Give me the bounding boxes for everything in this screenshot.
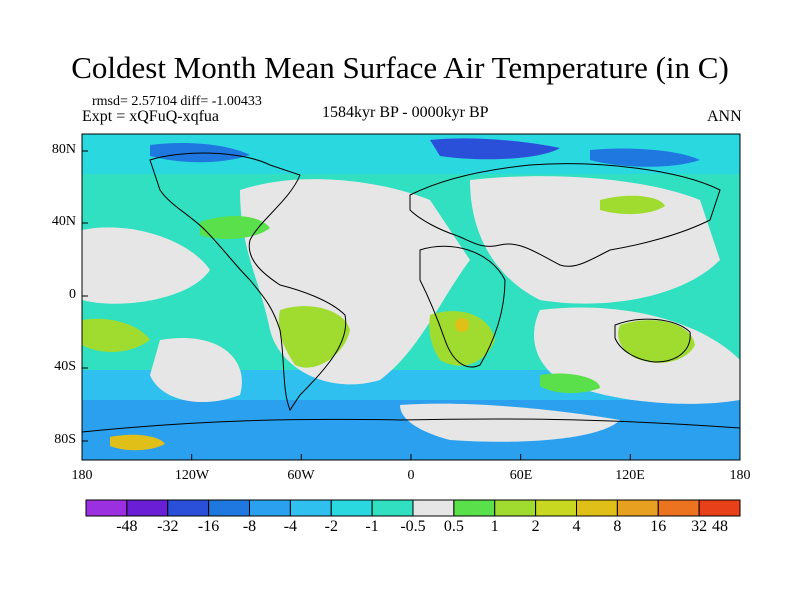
colorbar-swatch: [535, 499, 578, 517]
colorbar: [85, 499, 741, 517]
stats-label: rmsd= 2.57104 diff= -1.00433: [92, 94, 262, 109]
colorbar-label: 48: [712, 518, 728, 535]
field-south-america-warm: [278, 306, 350, 368]
colorbar-label: -0.5: [400, 518, 426, 535]
temperature-field: [82, 134, 740, 460]
colorbar-swatch: [412, 499, 455, 517]
field-arctic-cold: [430, 138, 560, 160]
lon-label-180w: 180: [71, 468, 93, 483]
field-africa-warm: [429, 311, 495, 366]
colorbar-swatch: [371, 499, 414, 517]
colorbar-swatch: [616, 499, 659, 517]
season-label: ANN: [707, 108, 742, 125]
field-australia-warm: [618, 320, 695, 363]
colorbar-swatch: [85, 499, 128, 517]
colorbar-swatch: [126, 499, 169, 517]
colorbar-label: 16: [650, 518, 667, 535]
colorbar-label: -2: [324, 518, 338, 535]
lon-label-120w: 120W: [174, 468, 210, 483]
field-africa-hot: [455, 318, 469, 332]
colorbar-swatch: [208, 499, 251, 517]
lon-label-120e: 120E: [615, 468, 645, 483]
field-asia-warm: [600, 195, 665, 215]
colorbar-swatch: [453, 499, 496, 517]
colorbar-label: -4: [283, 518, 298, 535]
experiment-label: Expt = xQFuQ-xqfua: [82, 108, 220, 125]
lat-label-80n: 80N: [51, 142, 76, 157]
period-label: 1584kyr BP - 0000kyr BP: [322, 104, 489, 121]
colorbar-swatch: [698, 499, 741, 517]
field-north-america-warm: [200, 216, 270, 240]
chart-title: Coldest Month Mean Surface Air Temperatu…: [71, 50, 729, 85]
field-antarctic-warm: [110, 434, 165, 451]
axis-ticks: [81, 150, 741, 460]
coast-antarctica: [82, 418, 740, 433]
lat-label-0: 0: [69, 287, 76, 302]
field-antarctic-neutral: [400, 403, 620, 442]
field-pacific-warm: [82, 318, 150, 352]
field-pacific-neutral: [82, 227, 210, 304]
field-south-pacific-neutral: [150, 338, 242, 403]
lon-label-60w: 60W: [287, 468, 315, 483]
colorbar-label: -8: [242, 518, 257, 535]
colorbar-swatch: [576, 499, 618, 517]
colorbar-label: -1: [365, 518, 379, 535]
lat-label-40s: 40S: [54, 359, 76, 374]
colorbar-swatch: [330, 499, 373, 517]
coast-eurasia: [409, 163, 721, 267]
coast-australia: [614, 318, 691, 363]
lon-label-60e: 60E: [509, 468, 533, 483]
colorbar-label: 8: [613, 518, 622, 535]
colorbar-label: 2: [531, 518, 540, 535]
coast-africa: [419, 245, 506, 368]
lat-label-40n: 40N: [51, 214, 76, 229]
colorbar-label: 32: [691, 518, 708, 535]
field-indian-warm: [540, 373, 600, 394]
colorbar-label: 1: [490, 518, 499, 535]
lon-label-0: 0: [407, 468, 415, 483]
colorbar-swatch: [494, 499, 537, 517]
colorbar-label: -32: [157, 518, 179, 535]
field-siberia-cold: [590, 148, 700, 167]
colorbar-swatch: [657, 499, 700, 517]
colorbar-label: 0.5: [443, 518, 464, 535]
colorbar-swatch: [249, 499, 291, 517]
colorbar-label: 4: [572, 518, 581, 535]
colorbar-swatch: [167, 499, 210, 517]
lon-label-180e: 180: [729, 468, 751, 483]
colorbar-label: -48: [116, 518, 138, 535]
coastlines: [82, 152, 740, 433]
coast-americas: [149, 152, 347, 412]
lat-label-80s: 80S: [54, 432, 76, 447]
colorbar-swatch: [289, 499, 332, 517]
colorbar-label: -16: [197, 518, 220, 535]
